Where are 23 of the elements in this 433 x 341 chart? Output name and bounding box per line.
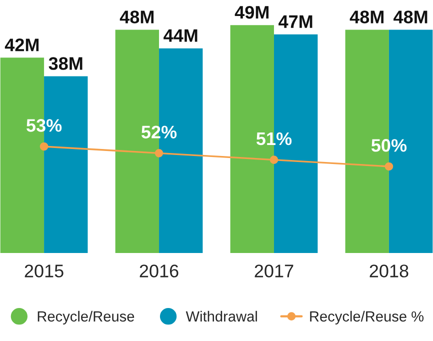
x-tick-label: 2016 bbox=[140, 264, 178, 278]
legend-label: Withdrawal bbox=[186, 310, 257, 322]
data-label: 44M bbox=[164, 29, 198, 42]
data-label: 38M bbox=[48, 57, 82, 70]
data-label: 53% bbox=[26, 119, 62, 132]
point bbox=[384, 162, 394, 171]
data-label: 49M bbox=[234, 6, 268, 19]
data-label: 51% bbox=[256, 132, 292, 146]
x-tick-label: 2015 bbox=[24, 264, 64, 278]
legend-label: Recycle/Reuse bbox=[38, 310, 134, 324]
point bbox=[270, 156, 278, 164]
data-label: 50% bbox=[371, 139, 407, 152]
point bbox=[154, 148, 164, 158]
data-label: 47M bbox=[278, 15, 312, 28]
x-tick-label: 2018 bbox=[370, 264, 408, 278]
x-tick-label: 2017 bbox=[254, 264, 294, 278]
data-label: 48M bbox=[120, 10, 154, 24]
data-label: 48M bbox=[350, 10, 384, 24]
legend-label: Recycle/Reuse % bbox=[310, 310, 424, 324]
data-label: 42M bbox=[4, 38, 39, 52]
data-label: 48M bbox=[394, 10, 428, 24]
point bbox=[40, 142, 48, 151]
data-label: 52% bbox=[142, 126, 177, 138]
